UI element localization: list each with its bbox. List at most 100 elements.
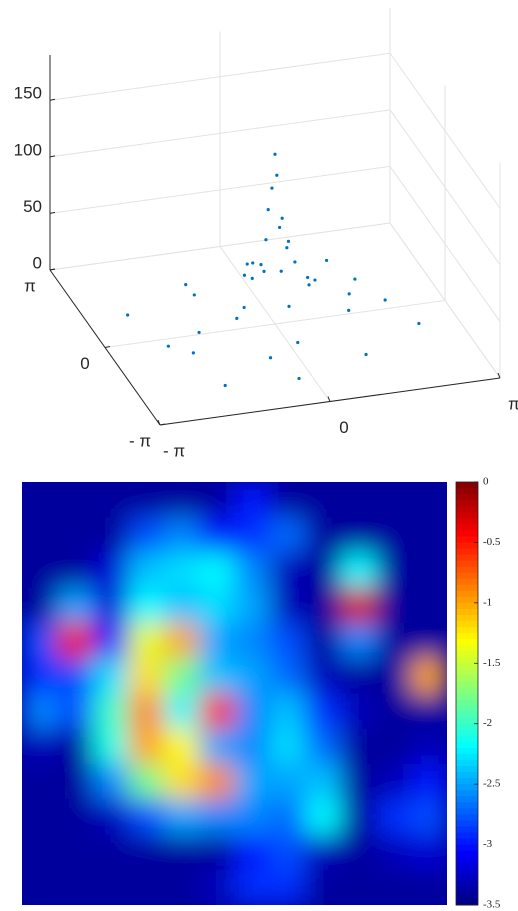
heat-cell [340,482,377,518]
heat-cell [411,728,447,765]
heat-cell [269,552,306,589]
heat-cell [411,799,447,835]
heat-cell [22,482,58,518]
heat-cell [340,869,377,905]
heat-cell [92,552,129,589]
point [383,298,387,302]
heat-cell [163,869,200,905]
heat-cell [340,834,377,871]
colorbar-segment [456,651,478,658]
heat-cell [269,517,306,553]
colorbar-tick-label: 0 [483,476,489,488]
point [324,258,329,263]
colorbar-segment [456,796,478,803]
colorbar-tick-label: -3 [483,838,493,850]
colorbar-segment [456,657,478,664]
colorbar-segment [456,868,478,876]
heat-cell [411,517,447,553]
y-tick-label: π [24,276,36,295]
point [307,283,311,287]
heat-cell [269,482,306,518]
heat-cell [163,587,200,624]
colorbar-segment [456,620,478,628]
point [287,304,291,308]
colorbar-segment [456,772,478,779]
point [184,283,188,287]
heat-cell [92,799,129,835]
colorbar-segment [456,784,478,791]
heat-cell [128,764,165,800]
point [293,260,297,264]
colorbar-segment [456,717,478,725]
heat-cell [92,517,129,553]
heat-cell [234,869,271,905]
heat-cell [340,658,377,694]
z-tick-label: 150 [14,84,42,103]
heat-cell [305,693,342,730]
heat-cell [163,799,200,835]
z-tick [49,98,56,101]
colorbar-segment [456,735,478,743]
point [223,383,227,388]
heat-cell [57,764,94,800]
heat-cell [234,587,271,624]
colorbar-segment [456,596,478,604]
heat-cell [163,623,200,659]
heat-cell [269,834,306,871]
colorbar-segment [456,778,478,785]
heat-cell [163,658,200,694]
x-grid-line [219,31,331,402]
heat-cell [234,658,271,694]
heat-cell [128,587,165,624]
heat-cell [411,693,447,730]
heat-cell [199,693,235,730]
colorbar-segment [456,512,478,519]
z-grid-line [49,52,501,209]
point [192,293,196,297]
heat-cell [376,764,413,800]
point [245,262,249,266]
colorbar-segment [456,663,478,670]
point [417,321,421,326]
colorbar-segment [456,699,478,707]
point [297,376,301,381]
heat-cell [234,482,271,518]
heat-cell [269,869,306,905]
heat-cell [163,764,200,800]
heat-cell [376,869,413,905]
y-grid-line [104,85,446,348]
heat-cell [340,799,377,835]
heat-cell [376,834,413,871]
colorbar-segment [456,554,478,562]
heat-cell [340,552,377,589]
heat-cell [411,764,447,800]
heat-cell [411,869,447,905]
colorbar-segment [456,548,478,556]
heat-cell [57,658,94,694]
heatmap [22,482,447,905]
point [268,356,273,360]
colorbar-segment [456,524,478,531]
colorbar-tick-label: -3.5 [483,899,501,911]
heat-cell [269,693,306,730]
colorbar-segment [456,820,478,827]
heat-cell [340,587,377,624]
point [197,330,201,335]
colorbar-segment [456,506,478,513]
point [347,308,351,312]
colorbar-tick-label: -1.5 [483,657,501,669]
heat-cell [57,517,94,553]
heat-cell [340,764,377,800]
heat-cell [163,482,200,518]
z-grid-line [49,222,501,379]
image-clip [22,482,447,905]
y-grid-line [49,8,391,271]
heat-cell [305,799,342,835]
heat-cell [199,764,235,800]
x-tick-label: π [508,394,518,413]
heat-cell [57,623,94,659]
colorbar-segment [456,886,478,894]
heat-cell [92,693,129,730]
colorbar-segment [456,844,478,852]
heat-cell [57,552,94,589]
